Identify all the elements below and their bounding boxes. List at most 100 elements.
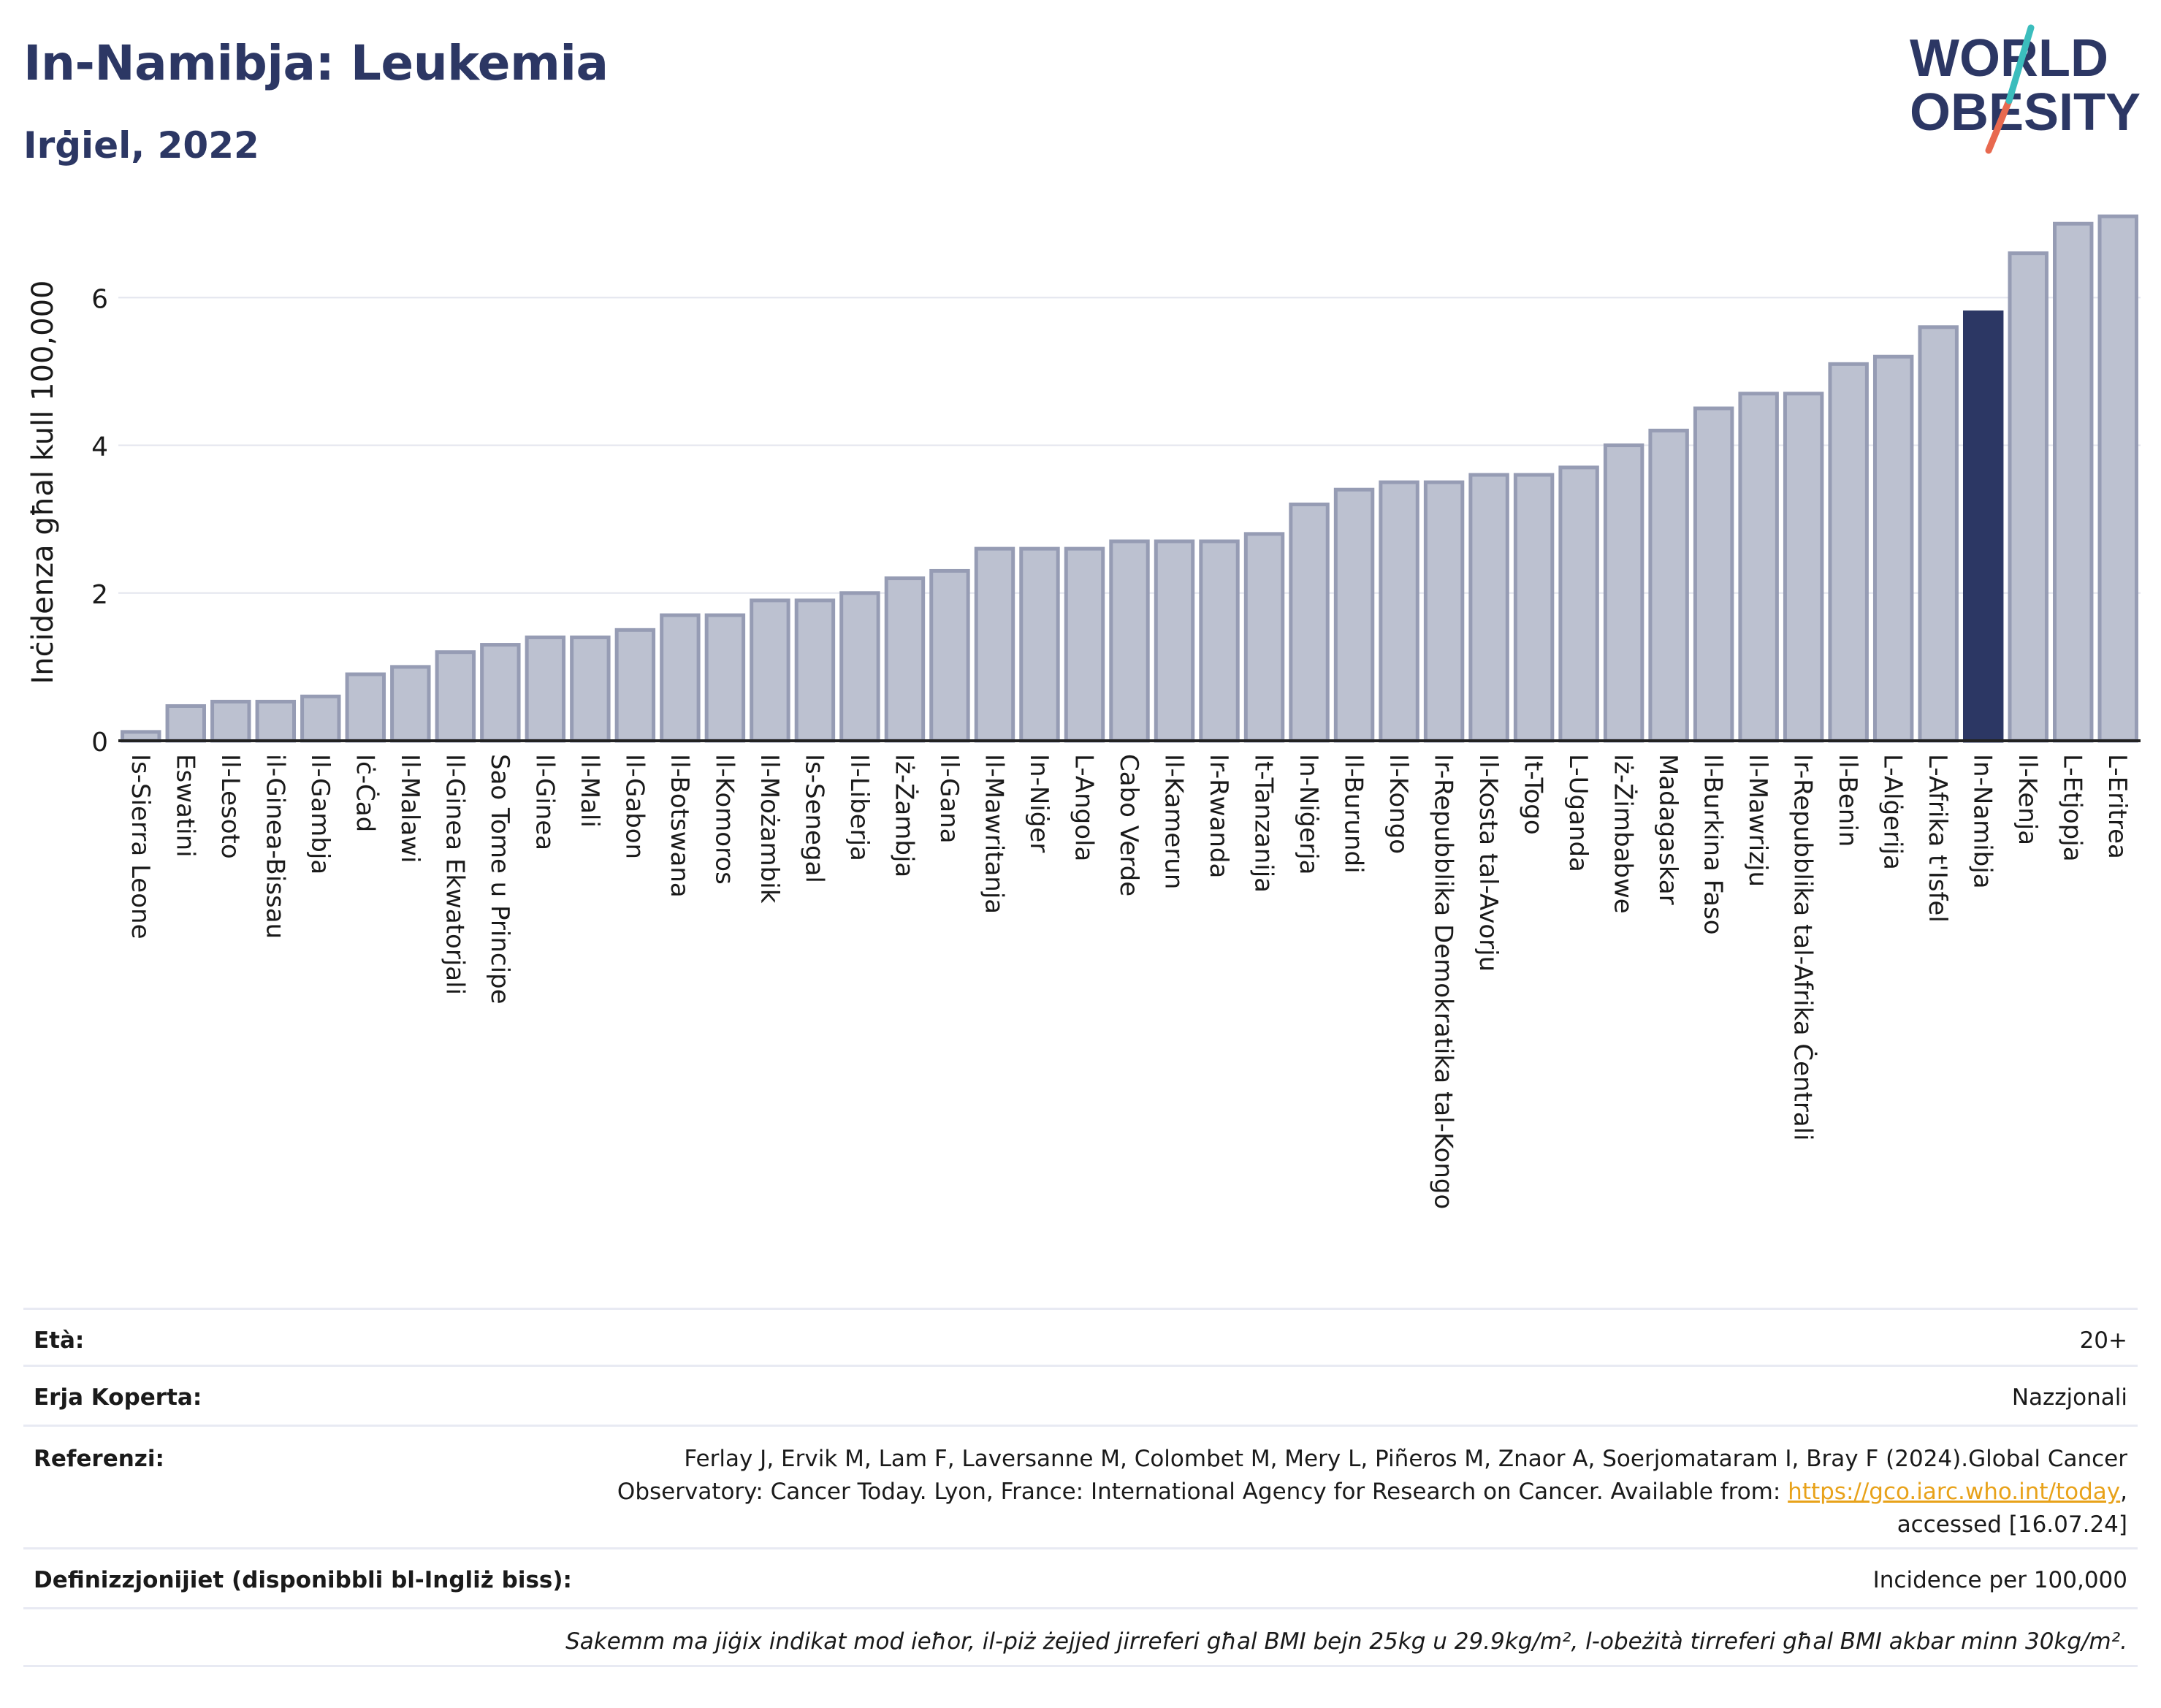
bar-il-burundi	[1333, 487, 1375, 743]
world-obesity-logo: WORLD OBESITY	[1910, 24, 2141, 154]
bar-i-ambja	[884, 576, 926, 743]
reference-link[interactable]: https://gco.iarc.who.int/today	[1788, 1479, 2121, 1505]
bar-il-mawrizju	[1738, 392, 1779, 743]
reference-line-1: Ferlay J, Ervik M, Lam F, Laversanne M, …	[684, 1446, 2127, 1472]
x-tick-label: Il-Mawritanja	[979, 754, 1008, 914]
bar-il-komoros	[704, 613, 746, 743]
bar-il-ginea-ekwatorjali	[435, 650, 476, 743]
definitions-value: Incidence per 100,000	[1872, 1567, 2127, 1593]
bar-il-gabon	[614, 628, 656, 743]
x-tick-label: Il-Ginea	[530, 754, 559, 850]
x-tick-label: Sao Tome u Principe	[485, 754, 514, 1004]
y-tick-labels: 0 2 4 6	[91, 284, 108, 758]
x-tick-label: Il-Komoros	[709, 754, 739, 885]
x-tick-label: Il-Gabon	[620, 754, 649, 859]
reference-line-2-end: ,	[2120, 1479, 2127, 1505]
bar-in-ni-er	[1019, 546, 1060, 743]
x-tick-label: It-Togo	[1519, 754, 1548, 835]
y-tick-label: 0	[91, 728, 108, 758]
x-tick-label: Il-Mawrizju	[1743, 754, 1772, 887]
x-tick-label: Il-Malawi	[395, 754, 424, 863]
bar-i-imbabwe	[1603, 443, 1644, 743]
bar-il-burkina-faso	[1693, 406, 1734, 743]
x-tick-label: Il-Kosta tal-Avorju	[1474, 754, 1503, 972]
age-value: 20+	[2079, 1327, 2127, 1354]
footnote: Sakemm ma jiġix indikat mod ieħor, il-pi…	[565, 1628, 2127, 1655]
x-tick-label: L-Afrika t'Isfel	[1923, 754, 1952, 923]
bar-in-namibja	[1962, 310, 2004, 743]
bar-l-uganda	[1558, 465, 1599, 743]
metadata-table: Età: 20+ Erja Koperta: Nazzjonali Refere…	[23, 1308, 2138, 1667]
area-value: Nazzjonali	[2011, 1384, 2127, 1411]
bar-madagaskar	[1648, 428, 1689, 743]
x-tick-label: Ir-Repubblika tal-Afrika Ċentrali	[1788, 754, 1818, 1141]
x-tick-label: Iċ-Ċad	[350, 754, 380, 832]
y-tick-label: 2	[91, 580, 108, 610]
x-tick-label: Il-Kamerun	[1159, 754, 1189, 889]
bar-in-ni-erja	[1289, 502, 1330, 743]
bar-il-kongo	[1379, 480, 1419, 743]
x-tick-label: Il-Burundi	[1339, 754, 1368, 874]
x-tick-label: Is-Senegal	[799, 754, 828, 883]
x-tick-label: In-Niġerja	[1294, 754, 1323, 874]
x-tick-labels: Is-Sierra Leone Eswatini Il-Lesoto il-Ginea…	[126, 754, 2132, 1209]
y-tick-label: 4	[91, 432, 108, 462]
x-tick-label: Cabo Verde	[1114, 754, 1143, 896]
x-tick-label: It-Tanzanija	[1249, 754, 1278, 893]
bar-l-eritrea	[2097, 214, 2138, 743]
bar-il-benin	[1828, 362, 1869, 743]
x-tick-label: Ir-Rwanda	[1204, 754, 1233, 878]
area-label: Erja Koperta:	[34, 1384, 202, 1411]
bar-it-togo	[1513, 473, 1555, 743]
bar-it-tanzanija	[1243, 532, 1285, 743]
x-tick-label: Il-Kongo	[1384, 754, 1413, 854]
logo-slash-teal	[2005, 24, 2035, 104]
x-tick-label: il-Ginea-Bissau	[260, 754, 289, 939]
x-tick-label: L-Angola	[1069, 754, 1098, 861]
bar-il-gana	[929, 568, 970, 743]
bar-il-lesoto	[210, 699, 251, 743]
bar-is-senegal	[794, 598, 836, 743]
bar-il-kenja	[2008, 251, 2048, 743]
x-tick-label: Iż-Żimbabwe	[1609, 754, 1638, 914]
bar-il-liberja	[839, 591, 880, 743]
x-tick-label: Il-Możambik	[755, 754, 784, 904]
reference-line-3: accessed [16.07.24]	[1897, 1511, 2127, 1538]
bar-i-ad	[345, 672, 386, 743]
bar-ir-repubblika-demokratika-tal-kongo	[1423, 480, 1465, 743]
x-tick-label: Ir-Repubblika Demokratika tal-Kongo	[1429, 754, 1458, 1209]
x-tick-label: Il-Ginea Ekwatorjali	[440, 754, 469, 995]
bar-ir-repubblika-tal-afrika-entrali	[1783, 392, 1824, 743]
bar-il-ginea-bissau	[255, 699, 297, 743]
meta-row-references: Referenzi: Ferlay J, Ervik M, Lam F, Lav…	[23, 1425, 2138, 1547]
logo-line2: OBESITY	[1910, 83, 2141, 142]
x-tick-label: Il-Benin	[1833, 754, 1862, 847]
x-tick-label: L-Uganda	[1563, 754, 1593, 872]
meta-row-age: Età: 20+	[23, 1308, 2138, 1365]
definitions-label: Definizzjonijiet (disponibbli bl-Ingliż …	[34, 1567, 572, 1593]
references-value: Ferlay J, Ervik M, Lam F, Laversanne M, …	[617, 1443, 2138, 1541]
bar-chart: 0 2 4 6 Is-Sierra Leone Eswatini Il-Lesoto il-…	[26, 214, 2141, 1209]
x-tick-label: Il-Liberja	[845, 754, 874, 861]
bar-il-mawritanja	[974, 546, 1015, 743]
bar-il-gambja	[300, 694, 341, 743]
page-title: In-Namibja: Leukemia	[23, 35, 609, 91]
x-tick-label: Il-Gana	[934, 754, 964, 844]
y-tick-label: 6	[91, 284, 108, 314]
y-axis-label: Inċidenza għal kull 100,000	[26, 281, 60, 685]
x-tick-label: In-Namibja	[1968, 754, 1997, 889]
bar-l-etjopja	[2053, 221, 2094, 743]
bar-cabo-verde	[1109, 539, 1150, 743]
bar-il-malawi	[390, 665, 431, 743]
x-tick-label: In-Niġer	[1024, 754, 1053, 853]
x-tick-label: Il-Gambja	[305, 754, 335, 874]
bar-l-afrika-t-isfel	[1918, 325, 1959, 743]
x-tick-label: Iż-Żambja	[889, 754, 918, 877]
x-tick-label: L-Alġerija	[1878, 754, 1907, 870]
reference-line-2: Observatory: Cancer Today. Lyon, France:…	[617, 1479, 1788, 1505]
logo-line1: WORLD	[1910, 29, 2108, 88]
bar-l-al-erija	[1872, 354, 1914, 743]
x-tick-label: L-Eritrea	[2103, 754, 2132, 859]
bars	[121, 214, 2138, 743]
x-tick-label: Eswatini	[170, 754, 199, 858]
